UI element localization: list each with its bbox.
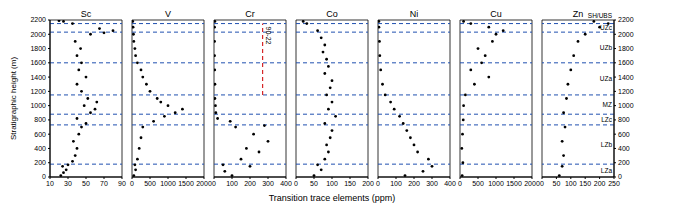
- html-text:V: V: [165, 9, 171, 19]
- html-text:Zn: Zn: [572, 9, 584, 19]
- svg-text:1800: 1800: [30, 45, 46, 52]
- svg-text:1000: 1000: [160, 180, 176, 187]
- svg-text:400: 400: [34, 145, 46, 152]
- svg-text:2000: 2000: [618, 31, 634, 38]
- svg-text:400: 400: [444, 180, 456, 187]
- svg-text:200: 200: [408, 180, 420, 187]
- svg-text:150: 150: [344, 180, 356, 187]
- html-text:Ni: Ni: [409, 9, 419, 19]
- html-text:Transition trace elements (ppm: Transition trace elements (ppm): [268, 193, 396, 203]
- svg-text:100: 100: [390, 180, 402, 187]
- svg-text:LZc: LZc: [601, 116, 613, 123]
- svg-text:300: 300: [262, 180, 274, 187]
- svg-text:1500: 1500: [506, 180, 522, 187]
- svg-text:1600: 1600: [618, 59, 634, 66]
- svg-text:90: 90: [118, 180, 126, 187]
- svg-text:1000: 1000: [618, 102, 634, 109]
- svg-text:200: 200: [618, 159, 630, 166]
- svg-text:70: 70: [100, 180, 108, 187]
- svg-text:UZc: UZc: [600, 24, 613, 31]
- svg-text:500: 500: [472, 180, 484, 187]
- svg-text:400: 400: [618, 145, 630, 152]
- svg-text:90-22: 90-22: [265, 27, 272, 45]
- svg-text:150: 150: [579, 180, 591, 187]
- svg-text:400: 400: [280, 180, 292, 187]
- svg-text:1800: 1800: [618, 45, 634, 52]
- svg-text:800: 800: [618, 116, 630, 123]
- svg-text:200: 200: [244, 180, 256, 187]
- svg-text:1200: 1200: [618, 88, 634, 95]
- svg-text:250: 250: [608, 180, 620, 187]
- svg-text:0: 0: [376, 180, 380, 187]
- svg-text:300: 300: [426, 180, 438, 187]
- svg-text:1400: 1400: [30, 74, 46, 81]
- svg-text:100: 100: [565, 180, 577, 187]
- svg-text:500: 500: [144, 180, 156, 187]
- svg-text:1000: 1000: [488, 180, 504, 187]
- svg-text:2200: 2200: [618, 16, 634, 23]
- html-text:Cr: Cr: [245, 9, 255, 19]
- svg-text:50: 50: [82, 180, 90, 187]
- svg-text:30: 30: [64, 180, 72, 187]
- svg-text:200: 200: [34, 159, 46, 166]
- html-text:Sc: Sc: [80, 9, 92, 19]
- svg-text:0: 0: [458, 180, 462, 187]
- html-text:Cu: Cu: [490, 9, 502, 19]
- svg-text:LZb: LZb: [601, 141, 613, 148]
- svg-text:LZa: LZa: [601, 167, 613, 174]
- svg-text:Stratigraphic height (m): Stratigraphic height (m): [9, 57, 18, 140]
- svg-text:0: 0: [540, 180, 544, 187]
- svg-text:200: 200: [594, 180, 606, 187]
- svg-text:0: 0: [130, 180, 134, 187]
- svg-text:1200: 1200: [30, 88, 46, 95]
- svg-text:1400: 1400: [618, 74, 634, 81]
- svg-text:0: 0: [618, 173, 622, 180]
- svg-text:600: 600: [618, 131, 630, 138]
- svg-text:600: 600: [34, 131, 46, 138]
- svg-text:2200: 2200: [30, 16, 46, 23]
- svg-text:800: 800: [34, 116, 46, 123]
- svg-text:50: 50: [310, 180, 318, 187]
- svg-text:SH/UBS: SH/UBS: [588, 12, 613, 19]
- svg-text:100: 100: [326, 180, 338, 187]
- svg-text:200: 200: [362, 180, 374, 187]
- svg-text:50: 50: [553, 180, 561, 187]
- svg-text:1500: 1500: [178, 180, 194, 187]
- svg-text:2000: 2000: [30, 31, 46, 38]
- svg-text:2000: 2000: [196, 180, 212, 187]
- html-text:Co: Co: [326, 9, 338, 19]
- svg-text:0: 0: [212, 180, 216, 187]
- svg-text:0: 0: [294, 180, 298, 187]
- svg-text:10: 10: [46, 180, 54, 187]
- svg-text:100: 100: [226, 180, 238, 187]
- svg-text:0: 0: [42, 173, 46, 180]
- svg-text:UZb: UZb: [600, 44, 613, 51]
- svg-text:1600: 1600: [30, 59, 46, 66]
- svg-text:MZ: MZ: [603, 101, 612, 108]
- svg-text:1000: 1000: [30, 102, 46, 109]
- svg-text:2000: 2000: [524, 180, 540, 187]
- svg-text:UZa: UZa: [600, 75, 613, 82]
